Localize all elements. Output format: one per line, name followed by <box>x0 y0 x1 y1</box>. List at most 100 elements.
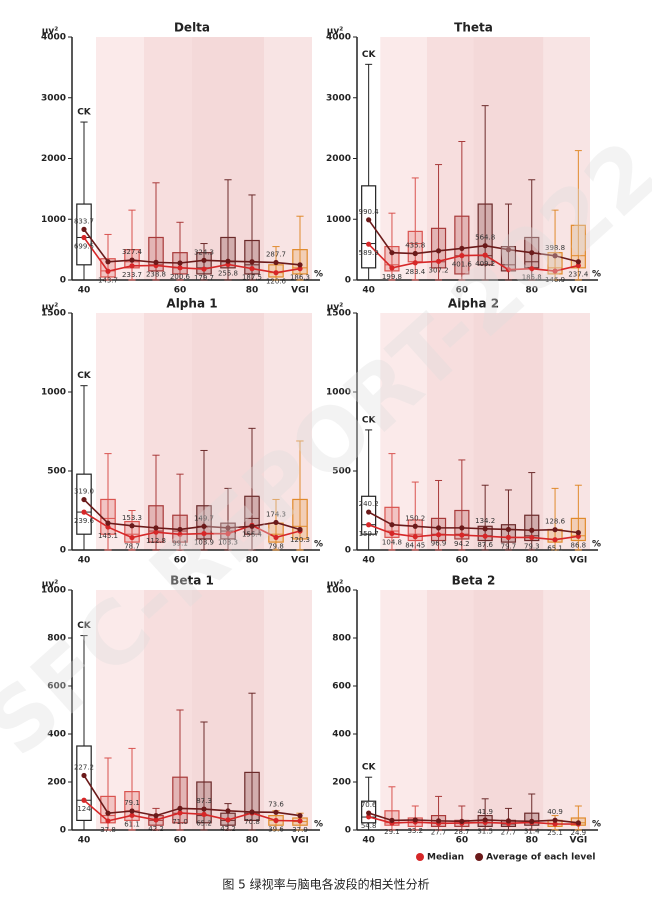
means-dot <box>575 530 581 536</box>
medians-dot <box>297 818 303 824</box>
medians-value-label: 145.1 <box>98 532 118 540</box>
x-tick-label: 40 <box>78 286 91 296</box>
level-band <box>426 590 474 830</box>
means-dot <box>552 527 558 533</box>
level-band <box>543 313 590 550</box>
means-value-label: 990.4 <box>359 208 380 216</box>
medians-line <box>83 799 301 822</box>
x-tick-label: 60 <box>456 556 469 566</box>
medians-line <box>368 524 579 541</box>
x-tick-label: 80 <box>525 556 538 566</box>
x-tick-label: 80 <box>246 836 259 846</box>
y-tick-label: 1000 <box>326 388 351 398</box>
x-tick-label: VGI <box>569 836 587 846</box>
means-dot <box>529 527 535 533</box>
means-dot <box>552 817 558 823</box>
medians-dot <box>435 532 442 538</box>
medians-dot <box>389 530 395 537</box>
medians-value-label: 39.6 <box>268 825 284 833</box>
x-tick-label: VGI <box>569 556 587 566</box>
means-line <box>83 775 301 817</box>
means-line <box>367 219 579 263</box>
means-dot <box>249 809 255 815</box>
medians-value-label: 124 <box>77 805 91 813</box>
y-tick-label: 800 <box>332 634 351 644</box>
x-tick-label: 40 <box>362 286 375 296</box>
box <box>570 517 586 542</box>
medians-value-label: 589.9 <box>359 249 379 257</box>
medians-dot <box>435 258 442 264</box>
medians-value-label: 42.2 <box>148 825 164 833</box>
medians-value-label: 71.0 <box>172 818 188 826</box>
means-dot <box>505 247 512 253</box>
means-dot <box>575 259 581 265</box>
medians-dot <box>366 522 372 528</box>
means-value-label: 398.8 <box>545 244 565 252</box>
means-dot <box>529 250 535 256</box>
panel-title: Theta <box>454 21 493 35</box>
medians-value-label: 78.7 <box>124 543 140 551</box>
box <box>454 215 470 275</box>
means-value-label: 149.7 <box>194 514 214 522</box>
medians-dot <box>297 266 303 272</box>
y-tick-label: 400 <box>332 730 351 740</box>
legend-label: Average of each level <box>486 853 595 863</box>
x-tick-label: 60 <box>456 836 469 846</box>
y-tick-label: 400 <box>47 730 66 740</box>
medians-dot <box>177 810 183 816</box>
y-tick-label: 500 <box>332 467 351 477</box>
x-tick-label: 80 <box>525 286 538 296</box>
level-band <box>144 313 192 550</box>
medians-value-label: 146.9 <box>545 276 565 284</box>
medians-value-label: 185.8 <box>522 274 542 282</box>
box <box>547 252 563 275</box>
medians-value-label: 187.5 <box>242 274 262 282</box>
x-tick-label: VGI <box>291 286 309 296</box>
means-dot <box>482 526 488 532</box>
level-band <box>264 313 312 550</box>
means-dot <box>153 813 159 819</box>
medians-value-label: 186.3 <box>290 274 310 282</box>
medians-dot <box>552 537 558 543</box>
means-value-label: 174.3 <box>266 510 286 518</box>
y-tick-label: 200 <box>47 778 66 788</box>
ck-label: CK <box>77 621 92 631</box>
ck-label: CK <box>77 371 92 381</box>
y-tick-label: 500 <box>47 467 66 477</box>
medians-dot <box>105 268 111 274</box>
ck-label: CK <box>77 108 92 118</box>
medians-dot <box>505 534 512 541</box>
x-tick-label: 60 <box>174 836 187 846</box>
medians-line <box>368 816 579 825</box>
x-unit: % <box>592 540 601 550</box>
means-value-label: 73.6 <box>268 800 284 808</box>
means-dot <box>435 248 442 254</box>
box <box>76 745 92 822</box>
medians-dot <box>129 812 135 818</box>
y-tick-label: 0 <box>345 546 351 556</box>
means-value-label: 319.0 <box>74 488 94 496</box>
medians-dot <box>81 234 87 241</box>
medians-line <box>83 511 301 539</box>
means-dot <box>177 260 183 266</box>
means-dot <box>575 820 581 826</box>
medians-value-label: 103.9 <box>194 539 214 547</box>
means-value-label: 79.1 <box>124 799 140 807</box>
y-tick-label: 3000 <box>326 93 351 103</box>
medians-dot <box>505 267 512 273</box>
medians-value-label: 94.2 <box>454 540 470 548</box>
medians-value-label: 238.8 <box>146 270 166 278</box>
y-axis-label: μv² <box>42 303 58 313</box>
medians-value-label: 283.4 <box>405 268 426 276</box>
y-axis-label: μv² <box>42 27 58 37</box>
means-value-label: 327.4 <box>122 248 143 256</box>
medians-value-label: 33.2 <box>407 827 423 835</box>
box <box>244 771 260 822</box>
means-dot <box>105 259 111 265</box>
y-tick-label: 800 <box>47 634 66 644</box>
medians-value-label: 24.9 <box>571 829 587 837</box>
x-tick-label: 40 <box>362 836 375 846</box>
medians-dot <box>105 818 111 824</box>
means-dot <box>273 809 279 815</box>
